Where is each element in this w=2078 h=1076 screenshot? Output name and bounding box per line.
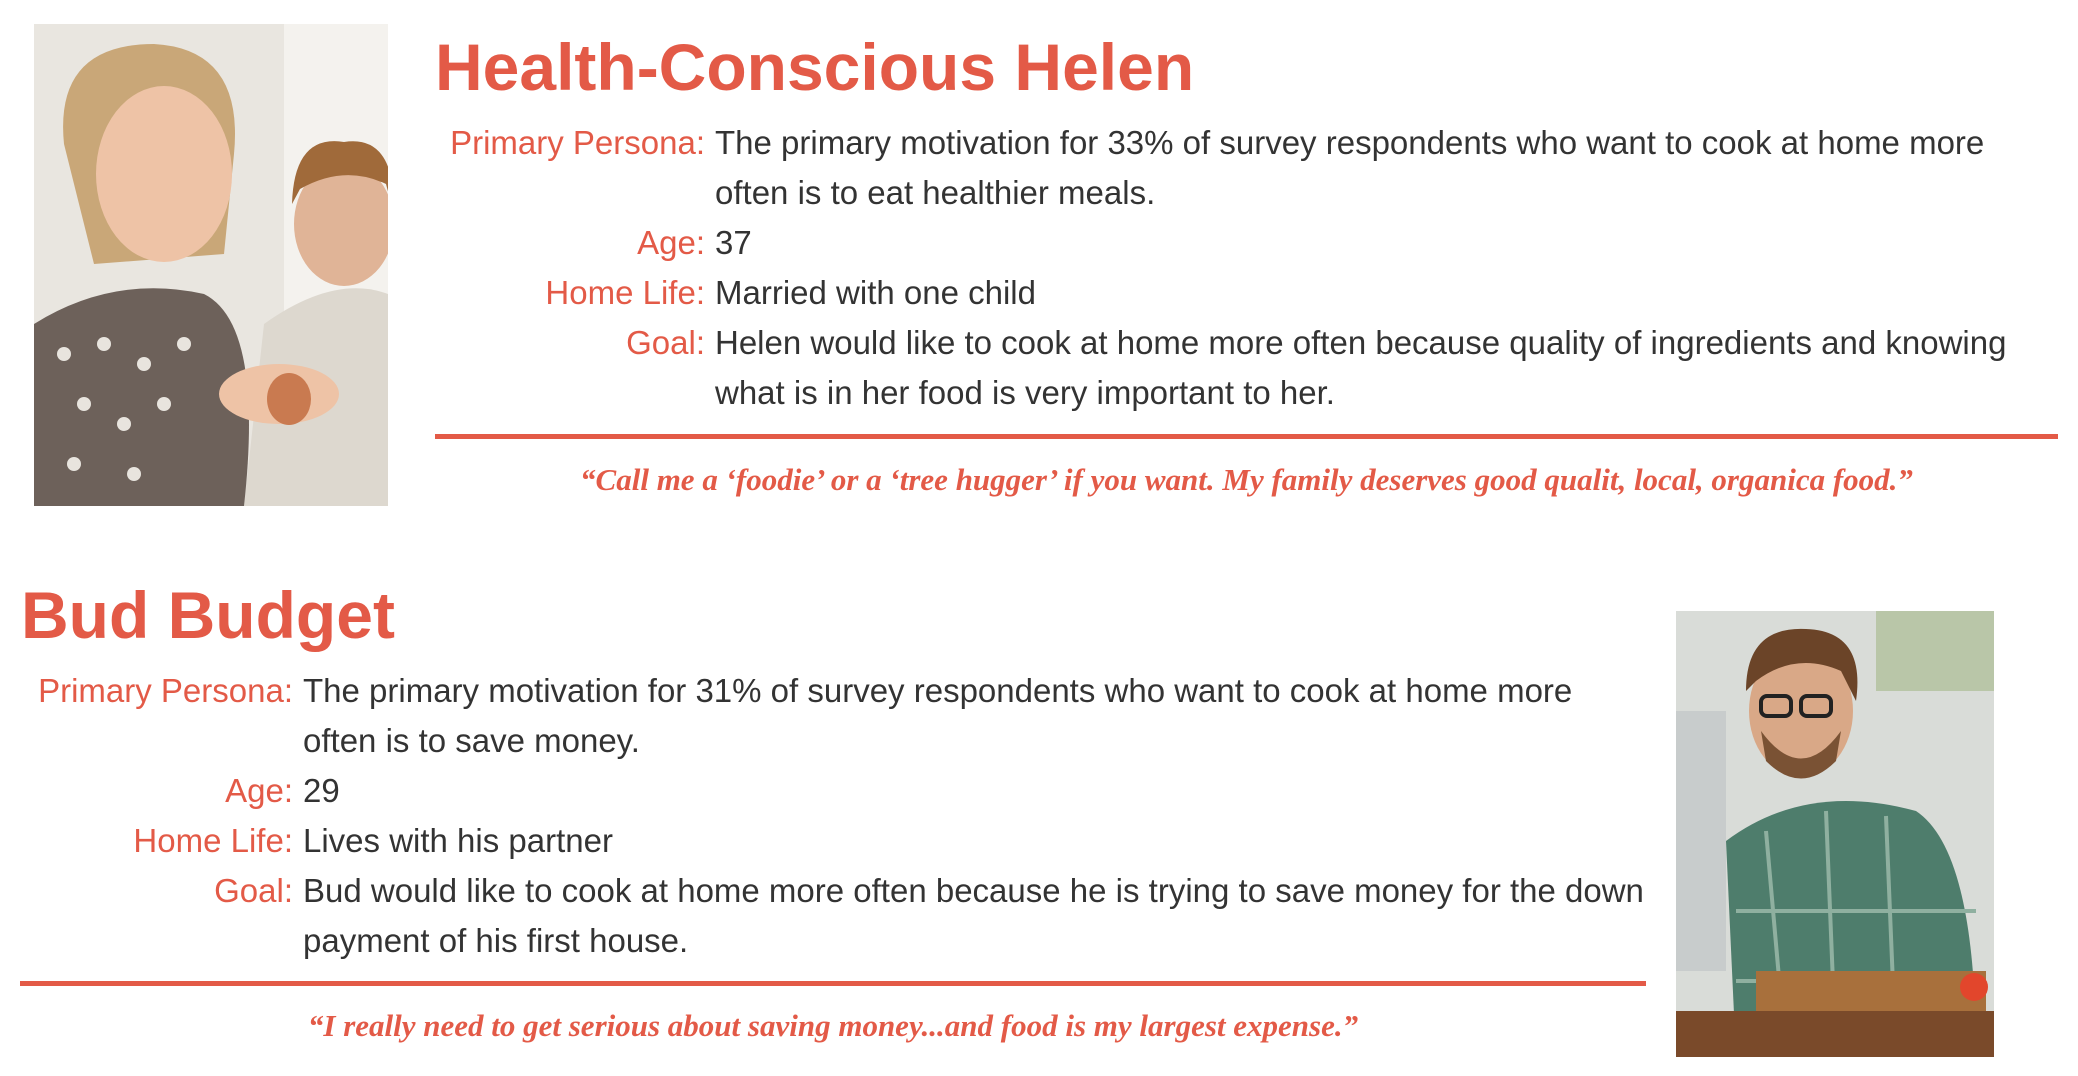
field-value: 29	[303, 772, 340, 809]
field-label: Goal:	[214, 872, 293, 909]
field-label: Home Life:	[545, 274, 705, 311]
field-label: Goal:	[626, 324, 705, 361]
bud-photo	[1676, 611, 1994, 1057]
field-value: The primary motivation for 33% of survey…	[715, 124, 1985, 211]
field-value: Bud would like to cook at home more ofte…	[303, 872, 1644, 959]
persona-details: Primary Persona: The primary motivation …	[21, 666, 1648, 966]
field-label: Home Life:	[133, 822, 293, 859]
field-value: The primary motivation for 31% of survey…	[303, 672, 1573, 759]
field-label: Primary Persona:	[38, 672, 293, 709]
persona-quote: “Call me a ‘foodie’ or a ‘tree hugger’ i…	[580, 462, 1913, 497]
divider	[435, 434, 2058, 439]
field-label: Age:	[225, 772, 293, 809]
helen-photo	[34, 24, 388, 506]
field-label: Age:	[637, 224, 705, 261]
persona-quote: “I really need to get serious about savi…	[307, 1008, 1359, 1043]
persona-name: Health-Conscious Helen	[435, 30, 1195, 104]
field-value: 37	[715, 224, 752, 261]
divider	[20, 981, 1646, 986]
persona-name: Bud Budget	[21, 578, 395, 652]
field-label: Primary Persona:	[450, 124, 705, 161]
field-value: Lives with his partner	[303, 822, 613, 859]
field-value: Helen would like to cook at home more of…	[715, 324, 2007, 411]
field-value: Married with one child	[715, 274, 1036, 311]
persona-details: Primary Persona: The primary motivation …	[435, 118, 2055, 418]
